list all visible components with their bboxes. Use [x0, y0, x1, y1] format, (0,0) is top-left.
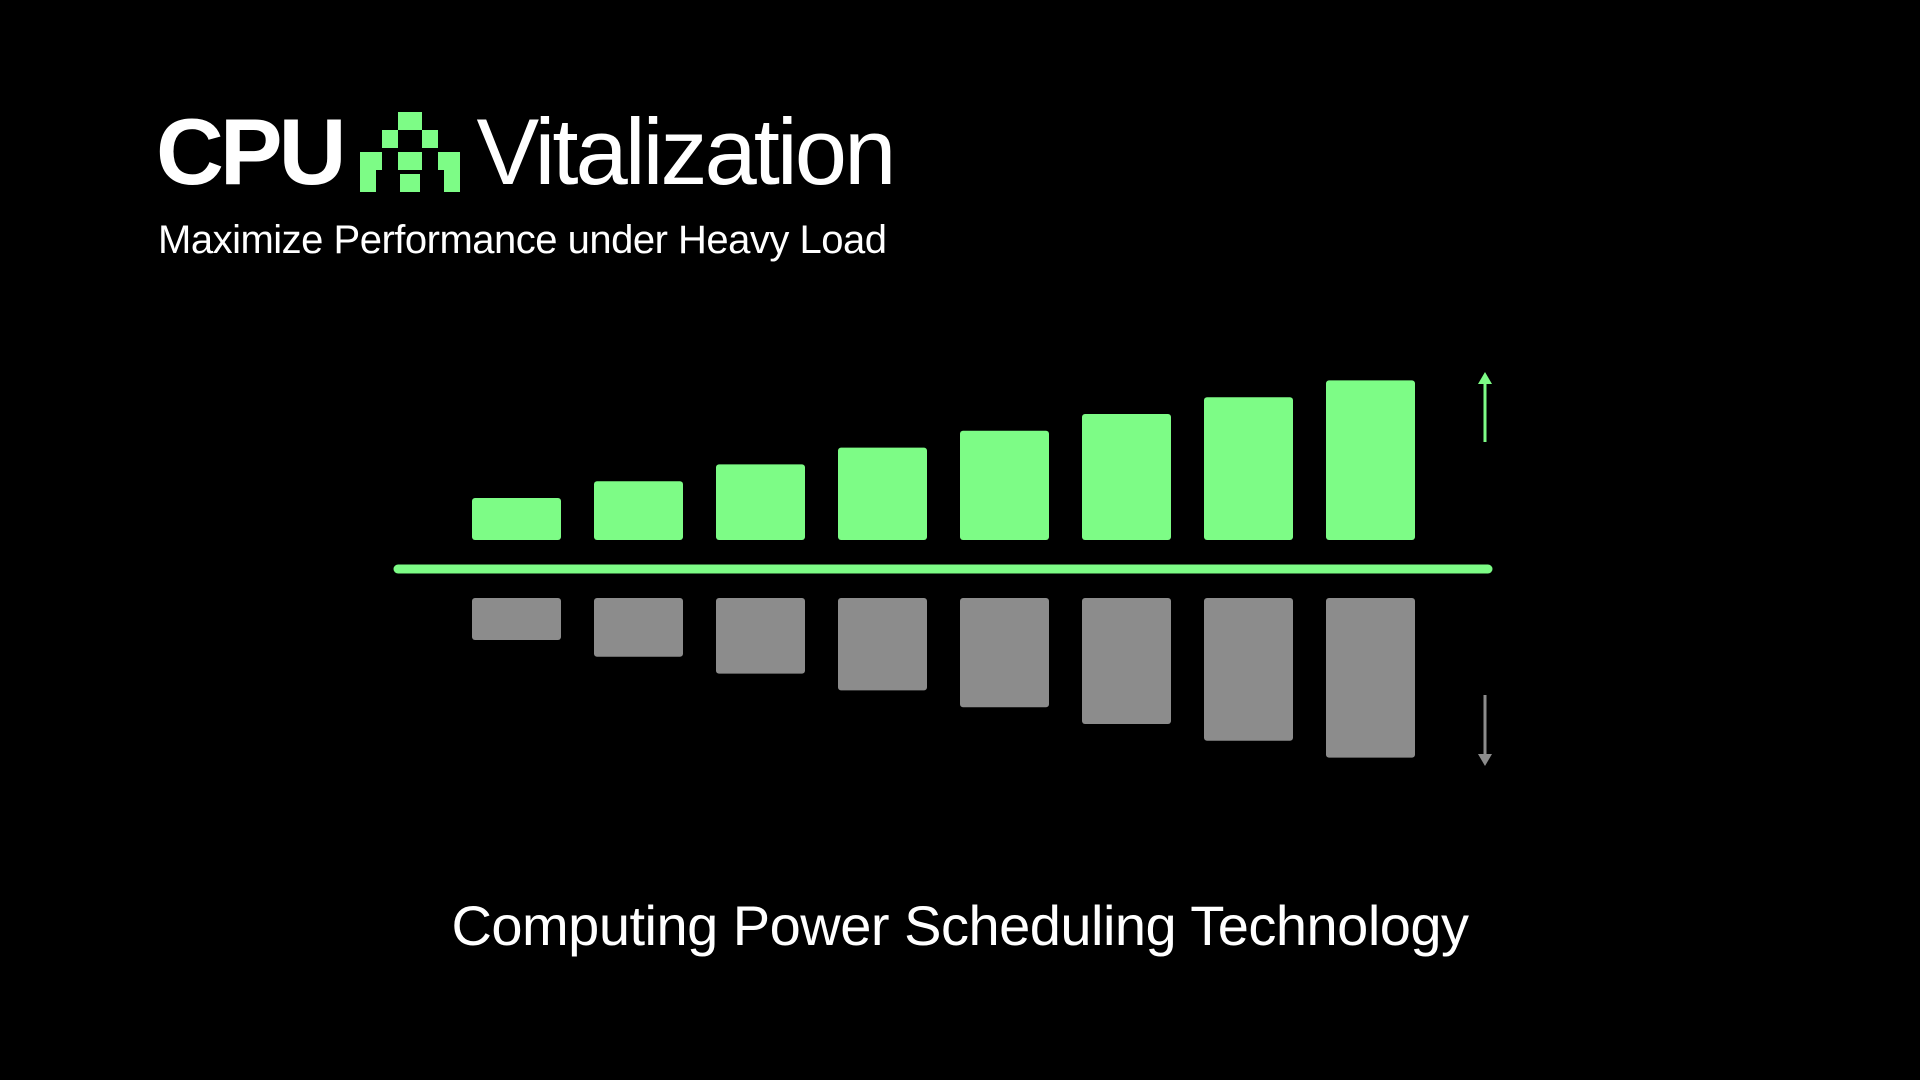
up-arrow-icon	[1478, 372, 1492, 442]
down-arrow-icon	[1478, 695, 1492, 766]
bar-positive-2	[594, 481, 683, 540]
subtitle: Maximize Performance under Heavy Load	[158, 218, 887, 262]
bar-negative-1	[472, 598, 561, 640]
bar-positive-4	[838, 447, 927, 540]
bar-negative-8	[1326, 598, 1415, 758]
pixel-arch-logo-icon	[360, 112, 461, 192]
title-cpu: CPU	[156, 99, 346, 204]
bar-negative-3	[716, 598, 805, 674]
bar-negative-6	[1082, 598, 1171, 724]
bar-positive-8	[1326, 380, 1415, 540]
bar-positive-6	[1082, 414, 1171, 540]
bar-positive-1	[472, 498, 561, 540]
title-row: CPU Vitalization	[156, 99, 896, 204]
bars-positive	[472, 380, 1415, 540]
bar-negative-2	[594, 598, 683, 657]
bar-positive-5	[960, 430, 1049, 540]
title-vitalization: Vitalization	[476, 99, 896, 204]
bar-positive-7	[1204, 397, 1293, 540]
bar-negative-4	[838, 598, 927, 691]
bar-positive-3	[716, 464, 805, 540]
bar-negative-5	[960, 598, 1049, 708]
bars-negative	[472, 598, 1415, 758]
footer-caption: Computing Power Scheduling Technology	[451, 894, 1469, 957]
bar-negative-7	[1204, 598, 1293, 741]
